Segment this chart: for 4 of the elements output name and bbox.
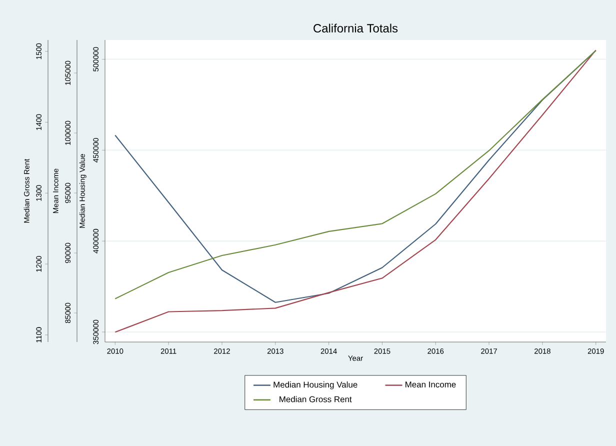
legend-label: Median Housing Value	[274, 381, 358, 390]
legend-label: Mean Income	[406, 382, 456, 388]
legend-label: Median Gross Rent	[280, 396, 352, 402]
chart-title: California Totals	[314, 24, 398, 32]
